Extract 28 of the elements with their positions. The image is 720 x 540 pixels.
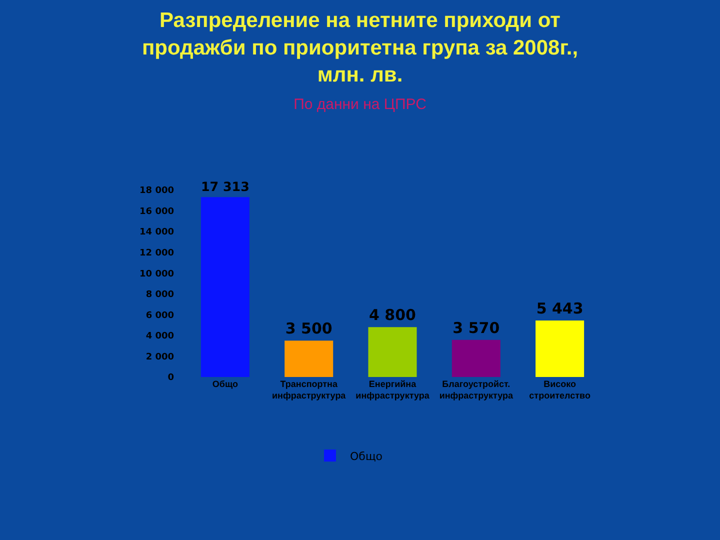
y-tick-label: 16 000: [140, 206, 174, 217]
y-tick-label: 8 000: [146, 290, 174, 300]
x-tick-label: Високо строителство: [529, 379, 591, 401]
x-tick-label: Транспортна инфраструктура: [272, 379, 347, 401]
legend-label: Общо: [350, 450, 383, 463]
y-tick-label: 4 000: [146, 332, 174, 342]
data-label: 17 313: [200, 178, 250, 194]
chart-subtitle: По данни на ЦПРС: [294, 96, 427, 113]
x-tick-label: Енергийна инфраструктура: [356, 379, 430, 401]
x-tick-label: Благоустройст. инфраструктура: [439, 379, 514, 401]
chart-title: Разпределение на нетните приходи от продажби по приоритетна група за 2008г., млн. лв.: [142, 9, 578, 87]
y-tick-label: 2 000: [146, 352, 174, 362]
bar: [536, 320, 584, 377]
bar: [452, 340, 500, 377]
y-tick-label: 0: [168, 373, 174, 384]
data-label: 5 443: [536, 299, 584, 318]
x-tick-label: Общо: [212, 379, 238, 389]
bar: [200, 197, 250, 377]
bar: [284, 340, 334, 377]
bar: [368, 327, 417, 377]
y-tick-label: 12 000: [140, 248, 174, 258]
data-label: 3 570: [452, 318, 500, 337]
y-tick-label: 18 000: [140, 186, 174, 196]
y-tick-label: 6 000: [146, 310, 174, 321]
y-tick-label: 10 000: [140, 269, 174, 280]
y-tick-label: 14 000: [140, 228, 174, 238]
data-label: 3 500: [285, 320, 332, 338]
data-label: 4 800: [369, 306, 416, 324]
